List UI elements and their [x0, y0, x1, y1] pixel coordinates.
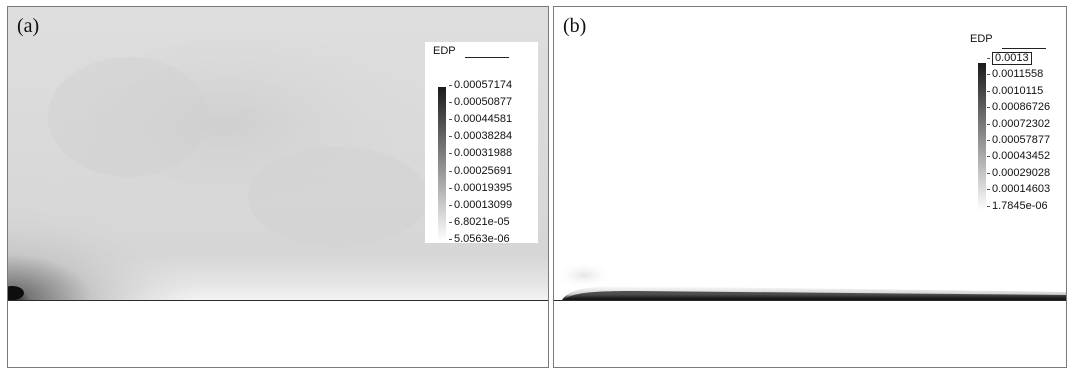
- legend-tick-b: [987, 172, 990, 174]
- legend-tick-b: [987, 90, 990, 92]
- legend-tick-b: [987, 123, 990, 125]
- contour-plot-a: (a) EDP 0.00057174 0.00050877 0.00044581 0.…: [7, 6, 549, 368]
- legend-title-underline-a: [465, 57, 509, 58]
- legend-value-label-b: 0.00029028: [992, 166, 1051, 179]
- legend-value-label-b: 0.00086726: [992, 101, 1051, 114]
- legend-value-label-b: 0.0010115: [992, 84, 1044, 97]
- panel-label-a: (a): [17, 15, 40, 37]
- panel-label-b: (b): [563, 15, 587, 37]
- legend-value-label-b: 0.00014603: [992, 183, 1051, 196]
- domain-boundary-line: [554, 300, 1066, 301]
- color-scale-bar-a: [438, 87, 446, 241]
- legend-value-label-b: 0.0011558: [992, 68, 1044, 81]
- legend-value-label-b: 1.7845e-06: [992, 199, 1048, 212]
- legend-value-label-a: 0.00025691: [454, 164, 513, 177]
- legend-value-label-b: 0.0013: [992, 52, 1032, 65]
- legend-value-label-b: 0.00043452: [992, 150, 1051, 163]
- legend-tick-a: [449, 238, 452, 240]
- legend-value-label-a: 0.00038284: [454, 130, 513, 143]
- domain-boundary-line: [8, 300, 548, 301]
- legend-value-label-a: 6.8021e-05: [454, 215, 510, 228]
- legend-tick-a: [449, 85, 452, 86]
- legend-value-label-b: 0.00072302: [992, 117, 1051, 130]
- legend-title-underline-b: [1002, 48, 1046, 49]
- legend-tick-b: [987, 140, 990, 141]
- legend-tick-b: [987, 58, 990, 59]
- legend-tick-a: [449, 170, 452, 172]
- legend-tick-b: [987, 205, 990, 207]
- legend-value-label-a: 0.00044581: [454, 113, 513, 126]
- legend-tick-a: [449, 204, 452, 206]
- legend-tick-a: [449, 221, 452, 223]
- legend-value-label-a: 0.00031988: [454, 147, 513, 160]
- legend-tick-b: [987, 189, 990, 191]
- legend-value-label-a: 0.00019395: [454, 181, 513, 194]
- legend-tick-a: [449, 102, 452, 104]
- legend-tick-a: [449, 153, 452, 155]
- color-legend-b: EDP 0.0013 0.0011558 0.0010115 0.00086726 0.…: [964, 29, 1064, 229]
- legend-tick-b: [987, 74, 990, 76]
- legend-tick-a: [449, 136, 452, 138]
- legend-tick-b: [987, 156, 990, 158]
- legend-title-b: EDP: [970, 33, 993, 45]
- legend-tick-a: [449, 187, 452, 189]
- legend-value-label-a: 0.00050877: [454, 96, 513, 109]
- legend-value-label-a: 5.0563e-06: [454, 232, 510, 245]
- legend-title-a: EDP: [433, 45, 456, 57]
- legend-value-label-b: 0.00057877: [992, 134, 1051, 146]
- legend-tick-a: [449, 119, 452, 121]
- color-legend-a: EDP 0.00057174 0.00050877 0.00044581 0.0003…: [425, 42, 538, 245]
- contour-plot-b: (b) EDP 0.0013 0.0011558 0.0010115 0.000867…: [553, 6, 1067, 368]
- color-scale-bar-b: [978, 63, 986, 211]
- legend-value-label-a: 0.00057174: [454, 79, 513, 91]
- legend-tick-b: [987, 107, 990, 109]
- legend-value-label-a: 0.00013099: [454, 198, 513, 211]
